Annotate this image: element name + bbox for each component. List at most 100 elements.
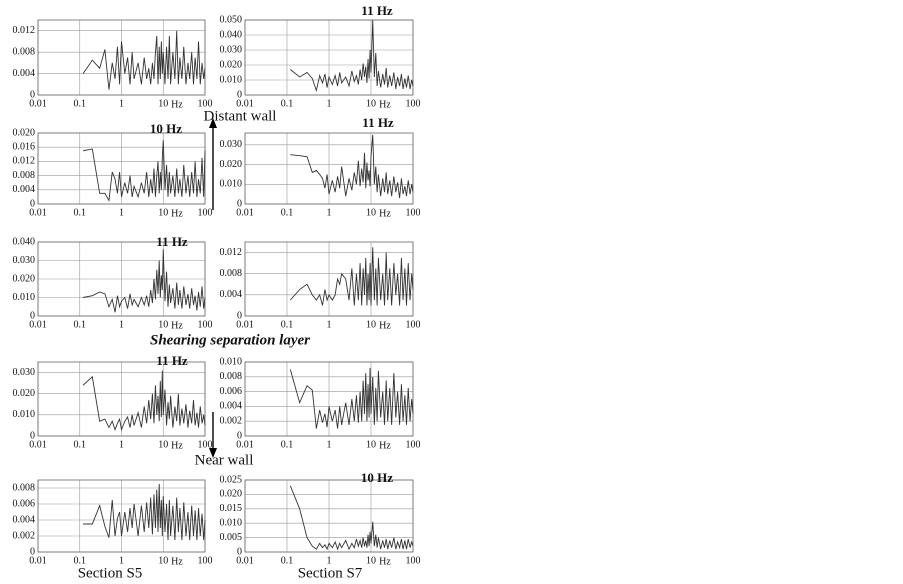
y-tick-label: 0.004 (220, 401, 243, 412)
y-tick-label: 0.015 (220, 503, 243, 514)
x-tick-label: 0.1 (281, 98, 294, 109)
spectrum-line (82, 249, 206, 313)
spectrum-line (82, 140, 206, 202)
plot-frame (244, 132, 414, 205)
y-tick-label: 0.030 (220, 139, 243, 150)
plot-frame (37, 479, 206, 553)
x-axis-label: Hz (171, 99, 183, 110)
x-tick-label: 10 (366, 319, 376, 330)
x-tick-label: 10 (158, 439, 168, 450)
y-tick-label: 0.002 (13, 530, 36, 541)
x-tick-label: 100 (406, 555, 421, 566)
plot-frame (37, 19, 206, 96)
x-tick-label: 1 (327, 207, 332, 218)
y-tick-label: 0 (30, 198, 35, 209)
y-tick-label: 0.016 (13, 141, 36, 152)
y-tick-label: 0.030 (220, 44, 243, 55)
x-tick-label: 10 (366, 555, 376, 566)
plot-frame (37, 241, 206, 317)
x-tick-label: 1 (119, 555, 124, 566)
label: Near wall (195, 452, 254, 468)
label: Shearing separation layer (150, 332, 310, 348)
x-tick-label: 1 (327, 98, 332, 109)
y-tick-label: 0.004 (13, 184, 36, 195)
plot-frame (244, 361, 414, 437)
x-tick-label: 0.01 (29, 207, 47, 218)
x-tick-label: 0.1 (281, 319, 294, 330)
y-tick-label: 0.010 (220, 179, 243, 190)
x-axis-label: Hz (171, 440, 183, 451)
x-tick-label: 100 (406, 439, 421, 450)
y-tick-label: 0.010 (13, 409, 36, 420)
plot-frame (37, 361, 206, 437)
arrow-head (209, 448, 217, 458)
y-tick-label: 0.040 (13, 236, 36, 247)
x-tick-label: 0.01 (29, 439, 47, 450)
y-tick-label: 0.050 (220, 14, 243, 25)
x-axis-label: Hz (379, 556, 391, 567)
x-tick-label: 10 (366, 98, 376, 109)
label: Section S7 (298, 565, 363, 581)
label: Distant wall (204, 108, 277, 124)
x-axis-label: Hz (171, 556, 183, 567)
y-tick-label: 0.020 (13, 273, 36, 284)
y-tick-label: 0.004 (220, 289, 243, 300)
y-tick-label: 0 (237, 89, 242, 100)
x-tick-label: 10 (366, 439, 376, 450)
y-tick-label: 0.025 (220, 474, 243, 485)
y-tick-label: 0.008 (220, 371, 243, 382)
y-tick-label: 0 (237, 310, 242, 321)
y-tick-label: 0.020 (13, 388, 36, 399)
y-tick-label: 0.020 (220, 59, 243, 70)
y-tick-label: 0.010 (220, 517, 243, 528)
x-tick-label: 10 (158, 319, 168, 330)
peak-annotation: 11 Hz (361, 3, 393, 18)
x-tick-label: 0.1 (281, 555, 294, 566)
y-tick-label: 0.008 (13, 46, 36, 57)
x-axis-label: Hz (379, 320, 391, 331)
x-tick-label: 100 (198, 207, 213, 218)
y-tick-label: 0.012 (13, 156, 36, 167)
x-tick-label: 0.1 (281, 439, 294, 450)
x-tick-label: 100 (198, 555, 213, 566)
y-tick-label: 0.030 (13, 367, 36, 378)
y-tick-label: 0.020 (220, 489, 243, 500)
y-tick-label: 0.020 (13, 127, 36, 138)
y-tick-label: 0.002 (220, 415, 243, 426)
y-tick-label: 0.012 (13, 25, 36, 36)
y-tick-label: 0 (30, 89, 35, 100)
x-tick-label: 0.1 (74, 555, 87, 566)
y-tick-label: 0.008 (13, 170, 36, 181)
y-tick-label: 0.010 (220, 356, 243, 367)
y-tick-label: 0.004 (13, 68, 36, 79)
spectrum-line (82, 370, 206, 432)
y-tick-label: 0.005 (220, 532, 243, 543)
spectrum-line (289, 367, 414, 429)
x-axis-label: Hz (379, 440, 391, 451)
x-tick-label: 10 (158, 207, 168, 218)
x-tick-label: 0.01 (29, 319, 47, 330)
y-tick-label: 0 (237, 430, 242, 441)
x-tick-label: 100 (198, 319, 213, 330)
x-tick-label: 0.01 (236, 98, 254, 109)
y-tick-label: 0 (30, 430, 35, 441)
x-tick-label: 100 (406, 98, 421, 109)
spectrum-line (290, 19, 414, 93)
x-tick-label: 1 (327, 439, 332, 450)
y-tick-label: 0.008 (220, 268, 243, 279)
spectrum-line (290, 134, 414, 199)
x-tick-label: 10 (158, 555, 168, 566)
peak-annotation: 10 Hz (361, 470, 393, 485)
x-tick-label: 0.1 (74, 319, 87, 330)
x-tick-label: 100 (406, 207, 421, 218)
x-tick-label: 0.1 (74, 439, 87, 450)
y-tick-label: 0.010 (220, 74, 243, 85)
x-axis-label: Hz (171, 320, 183, 331)
y-tick-label: 0 (237, 198, 242, 209)
spectrum-line (82, 30, 206, 90)
arrow-head (209, 118, 217, 128)
y-tick-label: 0 (237, 546, 242, 557)
y-tick-label: 0.020 (220, 159, 243, 170)
